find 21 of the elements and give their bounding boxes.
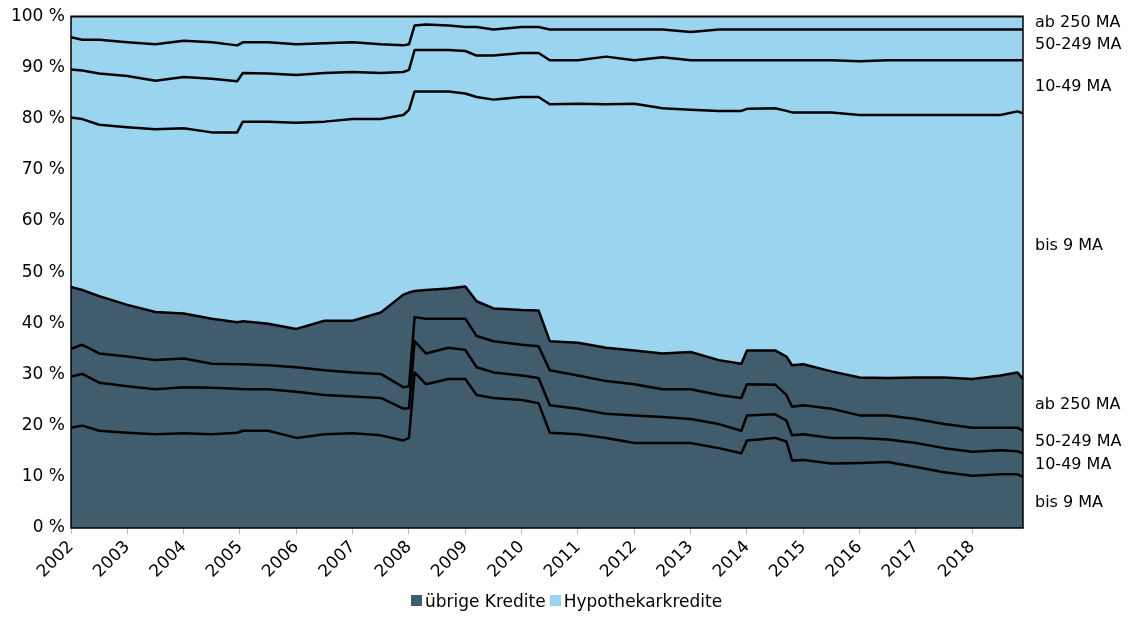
y-tick-label: 30 % [21, 362, 65, 383]
series-label: bis 9 MA [1035, 491, 1104, 511]
y-tick-label: 60 % [21, 209, 65, 230]
series-label: ab 250 MA [1035, 394, 1121, 414]
y-tick-label: 20 % [21, 414, 65, 435]
series-label: 50-249 MA [1035, 34, 1122, 54]
y-tick-label: 70 % [21, 158, 65, 179]
y-tick-label: 100 % [10, 4, 65, 25]
series-label: ab 250 MA [1035, 12, 1121, 32]
text: Hypothekarkredite [563, 590, 723, 611]
y-tick-label: 50 % [21, 260, 65, 281]
y-tick-label: 80 % [21, 106, 65, 127]
y-tick-label: 0 % [32, 516, 65, 537]
series-label: 50-249 MA [1035, 431, 1122, 451]
series-label: 10-49 MA [1035, 75, 1112, 95]
series-label: 10-49 MA [1035, 454, 1112, 474]
text: übrige Kredite [424, 590, 546, 611]
y-tick-label: 10 % [21, 465, 65, 486]
y-tick-label: 90 % [21, 55, 65, 76]
series-label: bis 9 MA [1035, 235, 1104, 255]
y-tick-label: 40 % [21, 311, 65, 332]
